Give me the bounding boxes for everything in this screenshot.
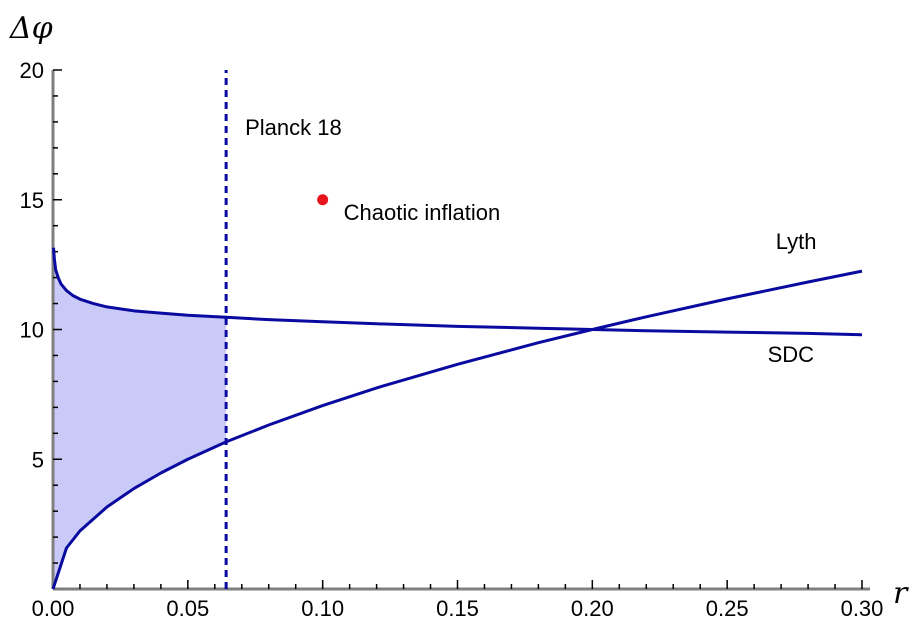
y-tick-label: 10 [20,318,44,343]
y-tick-label: 5 [32,447,44,472]
chaotic-inflation-label: Chaotic inflation [344,200,501,225]
x-tick-label: 0.05 [166,596,209,619]
x-tick-label: 0.25 [706,596,749,619]
y-axis-title: Δφ [9,11,53,46]
y-tick-label: 20 [20,58,44,83]
series-label-lyth: Lyth [776,229,817,254]
x-axis-title: r [893,576,909,611]
series-line-sdc [52,247,863,337]
axes-layer: 0.00 0.05 0.10 0.15 0.20 0.25 0.30 5 10 15 20 Δφ r [9,11,909,619]
x-tick-label: 0.10 [301,596,344,619]
shaded-region-layer [53,247,227,589]
x-tick-label: 0.30 [841,596,884,619]
x-tick-label: 0.20 [571,596,614,619]
chaotic-inflation-point [317,194,329,206]
x-tick-label: 0.00 [32,596,75,619]
annotation-layer: Planck 18 Chaotic inflation Lyth SDC [224,70,817,589]
series-layer [51,247,863,590]
series-label-sdc: SDC [768,342,815,367]
planck-18-label: Planck 18 [245,115,342,140]
series-line-lyth [51,269,863,590]
shaded-region [53,247,227,589]
y-tick-label: 15 [20,188,44,213]
x-tick-label: 0.15 [436,596,479,619]
